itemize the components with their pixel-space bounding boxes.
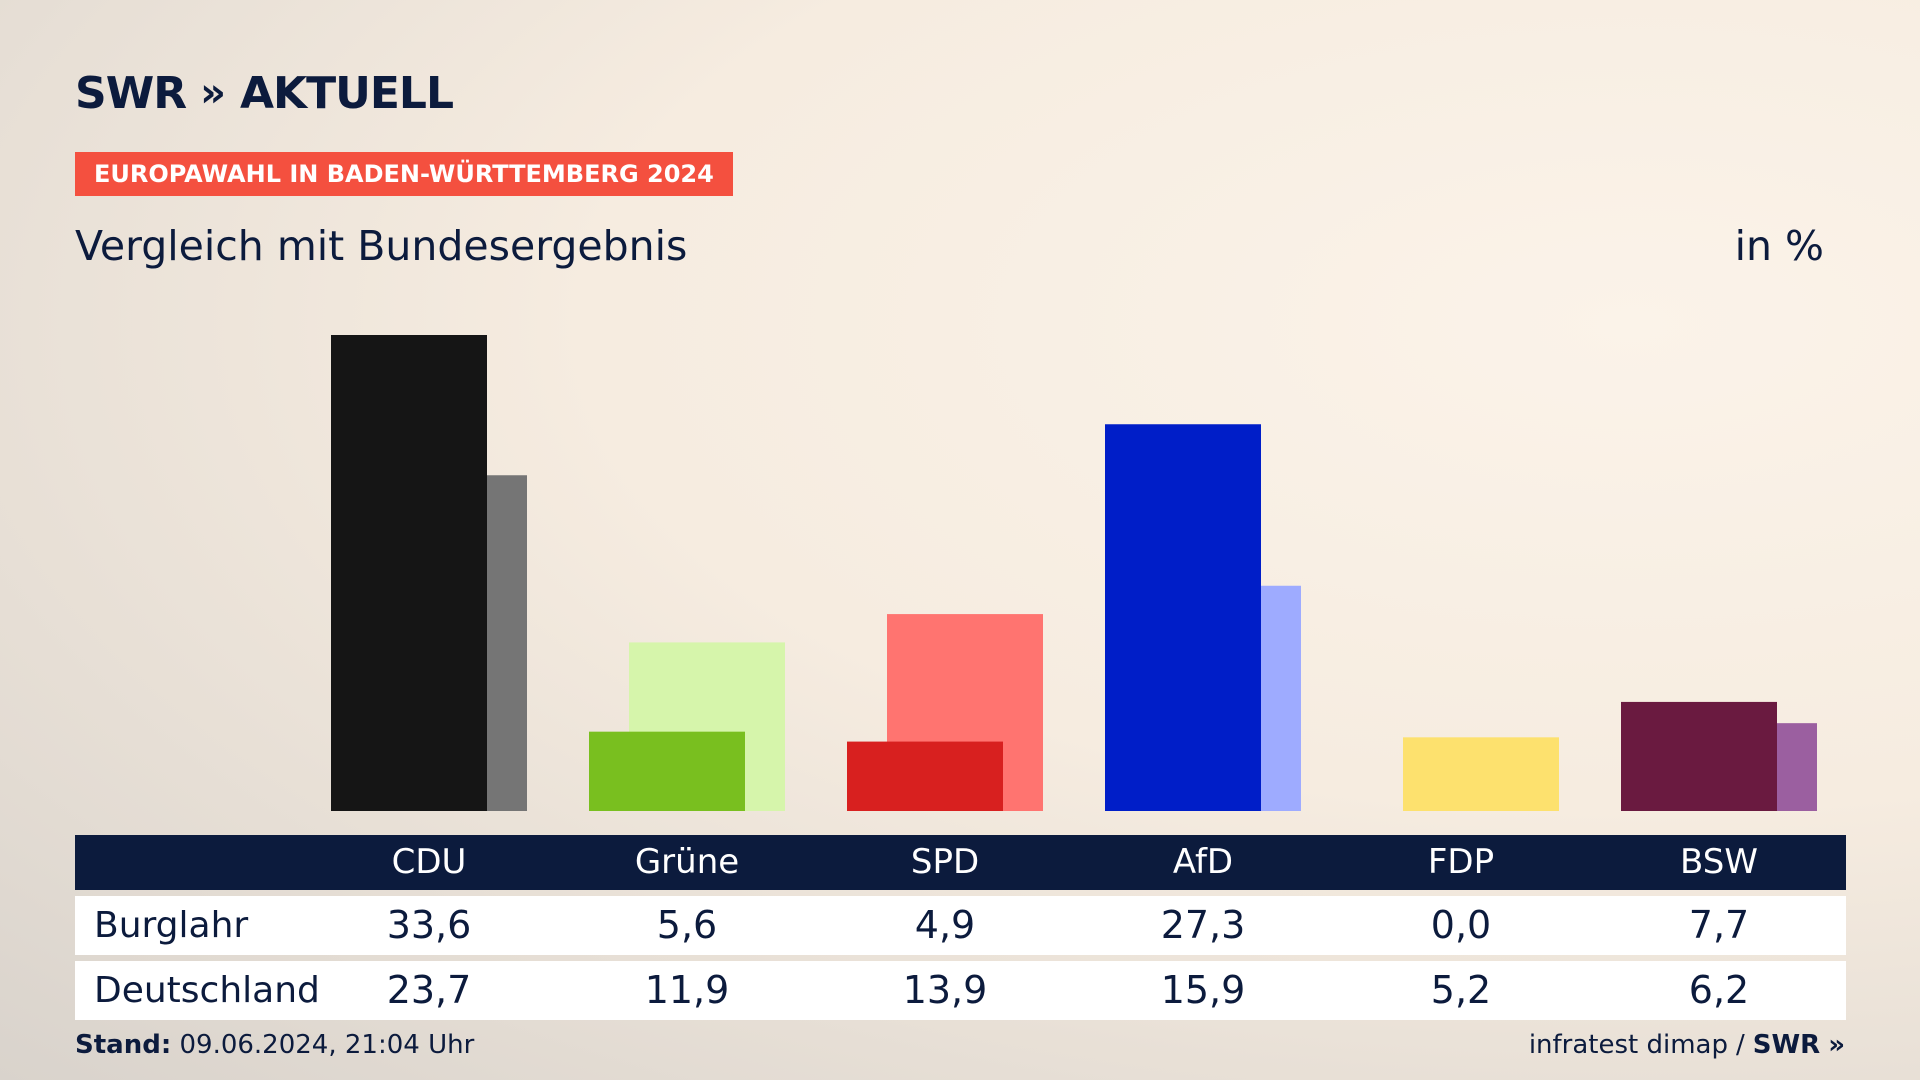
bar-local-bsw bbox=[1621, 701, 1777, 811]
timestamp-value: 09.06.2024, 21:04 Uhr bbox=[179, 1030, 475, 1060]
logo-section: AKTUELL bbox=[239, 67, 454, 119]
column-header-afd: AfD bbox=[1172, 842, 1234, 882]
value-label-national-fdp: 5,2 bbox=[1430, 968, 1492, 1012]
value-label-local-grüne: 5,6 bbox=[656, 903, 718, 947]
chart-subtitle: Vergleich mit Bundesergebnis bbox=[75, 222, 688, 270]
column-header-fdp: FDP bbox=[1427, 842, 1495, 882]
value-label-local-afd: 27,3 bbox=[1160, 903, 1246, 947]
election-tag: EUROPAWAHL IN BADEN-WÜRTTEMBERG 2024 bbox=[75, 152, 733, 196]
value-label-national-cdu: 23,7 bbox=[386, 968, 472, 1012]
bar-local-afd bbox=[1105, 424, 1261, 811]
bar-local-cdu bbox=[331, 335, 487, 811]
column-header-grüne: Grüne bbox=[634, 842, 740, 882]
value-label-local-spd: 4,9 bbox=[914, 903, 976, 947]
source-name: infratest dimap bbox=[1528, 1030, 1728, 1060]
timestamp: Stand: 09.06.2024, 21:04 Uhr bbox=[75, 1030, 474, 1060]
value-label-national-grüne: 11,9 bbox=[644, 968, 730, 1012]
column-header-bsw: BSW bbox=[1680, 842, 1758, 882]
value-label-local-bsw: 7,7 bbox=[1688, 903, 1750, 947]
logo-brand: SWR bbox=[75, 67, 187, 119]
value-label-local-cdu: 33,6 bbox=[386, 903, 472, 947]
bar-national-fdp bbox=[1403, 737, 1559, 811]
column-header-cdu: CDU bbox=[391, 842, 467, 882]
table-row-national: Deutschland 23,7 11,9 13,9 15,9 5,2 6,2 bbox=[75, 961, 1846, 1020]
row-label-local: Burglahr bbox=[94, 905, 249, 946]
value-label-local-fdp: 0,0 bbox=[1430, 903, 1492, 947]
timestamp-label: Stand: bbox=[75, 1030, 172, 1060]
source-brand: SWR bbox=[1752, 1030, 1821, 1060]
table-row-local: Burglahr 33,6 5,6 4,9 27,3 0,0 7,7 bbox=[75, 896, 1846, 955]
results-table: CDU Grüne SPD AfD FDP BSW Burglahr 33,6 5,6 4,9… bbox=[75, 835, 1846, 1020]
source-credit: infratest dimap / SWR» bbox=[1529, 1030, 1845, 1060]
unit-label: in % bbox=[1734, 222, 1824, 270]
row-label-national: Deutschland bbox=[94, 970, 320, 1011]
bar-chart bbox=[331, 335, 1817, 811]
swr-aktuell-logo: SWR » AKTUELL bbox=[75, 67, 454, 119]
value-label-national-spd: 13,9 bbox=[902, 968, 988, 1012]
source-chevron-icon: » bbox=[1828, 1030, 1845, 1060]
source-separator: / bbox=[1736, 1030, 1745, 1060]
value-label-national-afd: 15,9 bbox=[1160, 968, 1246, 1012]
bar-local-grüne bbox=[589, 731, 745, 811]
value-label-national-bsw: 6,2 bbox=[1688, 968, 1750, 1012]
table-header: CDU Grüne SPD AfD FDP BSW bbox=[75, 835, 1846, 890]
column-header-spd: SPD bbox=[910, 842, 980, 882]
bar-local-spd bbox=[847, 741, 1003, 811]
